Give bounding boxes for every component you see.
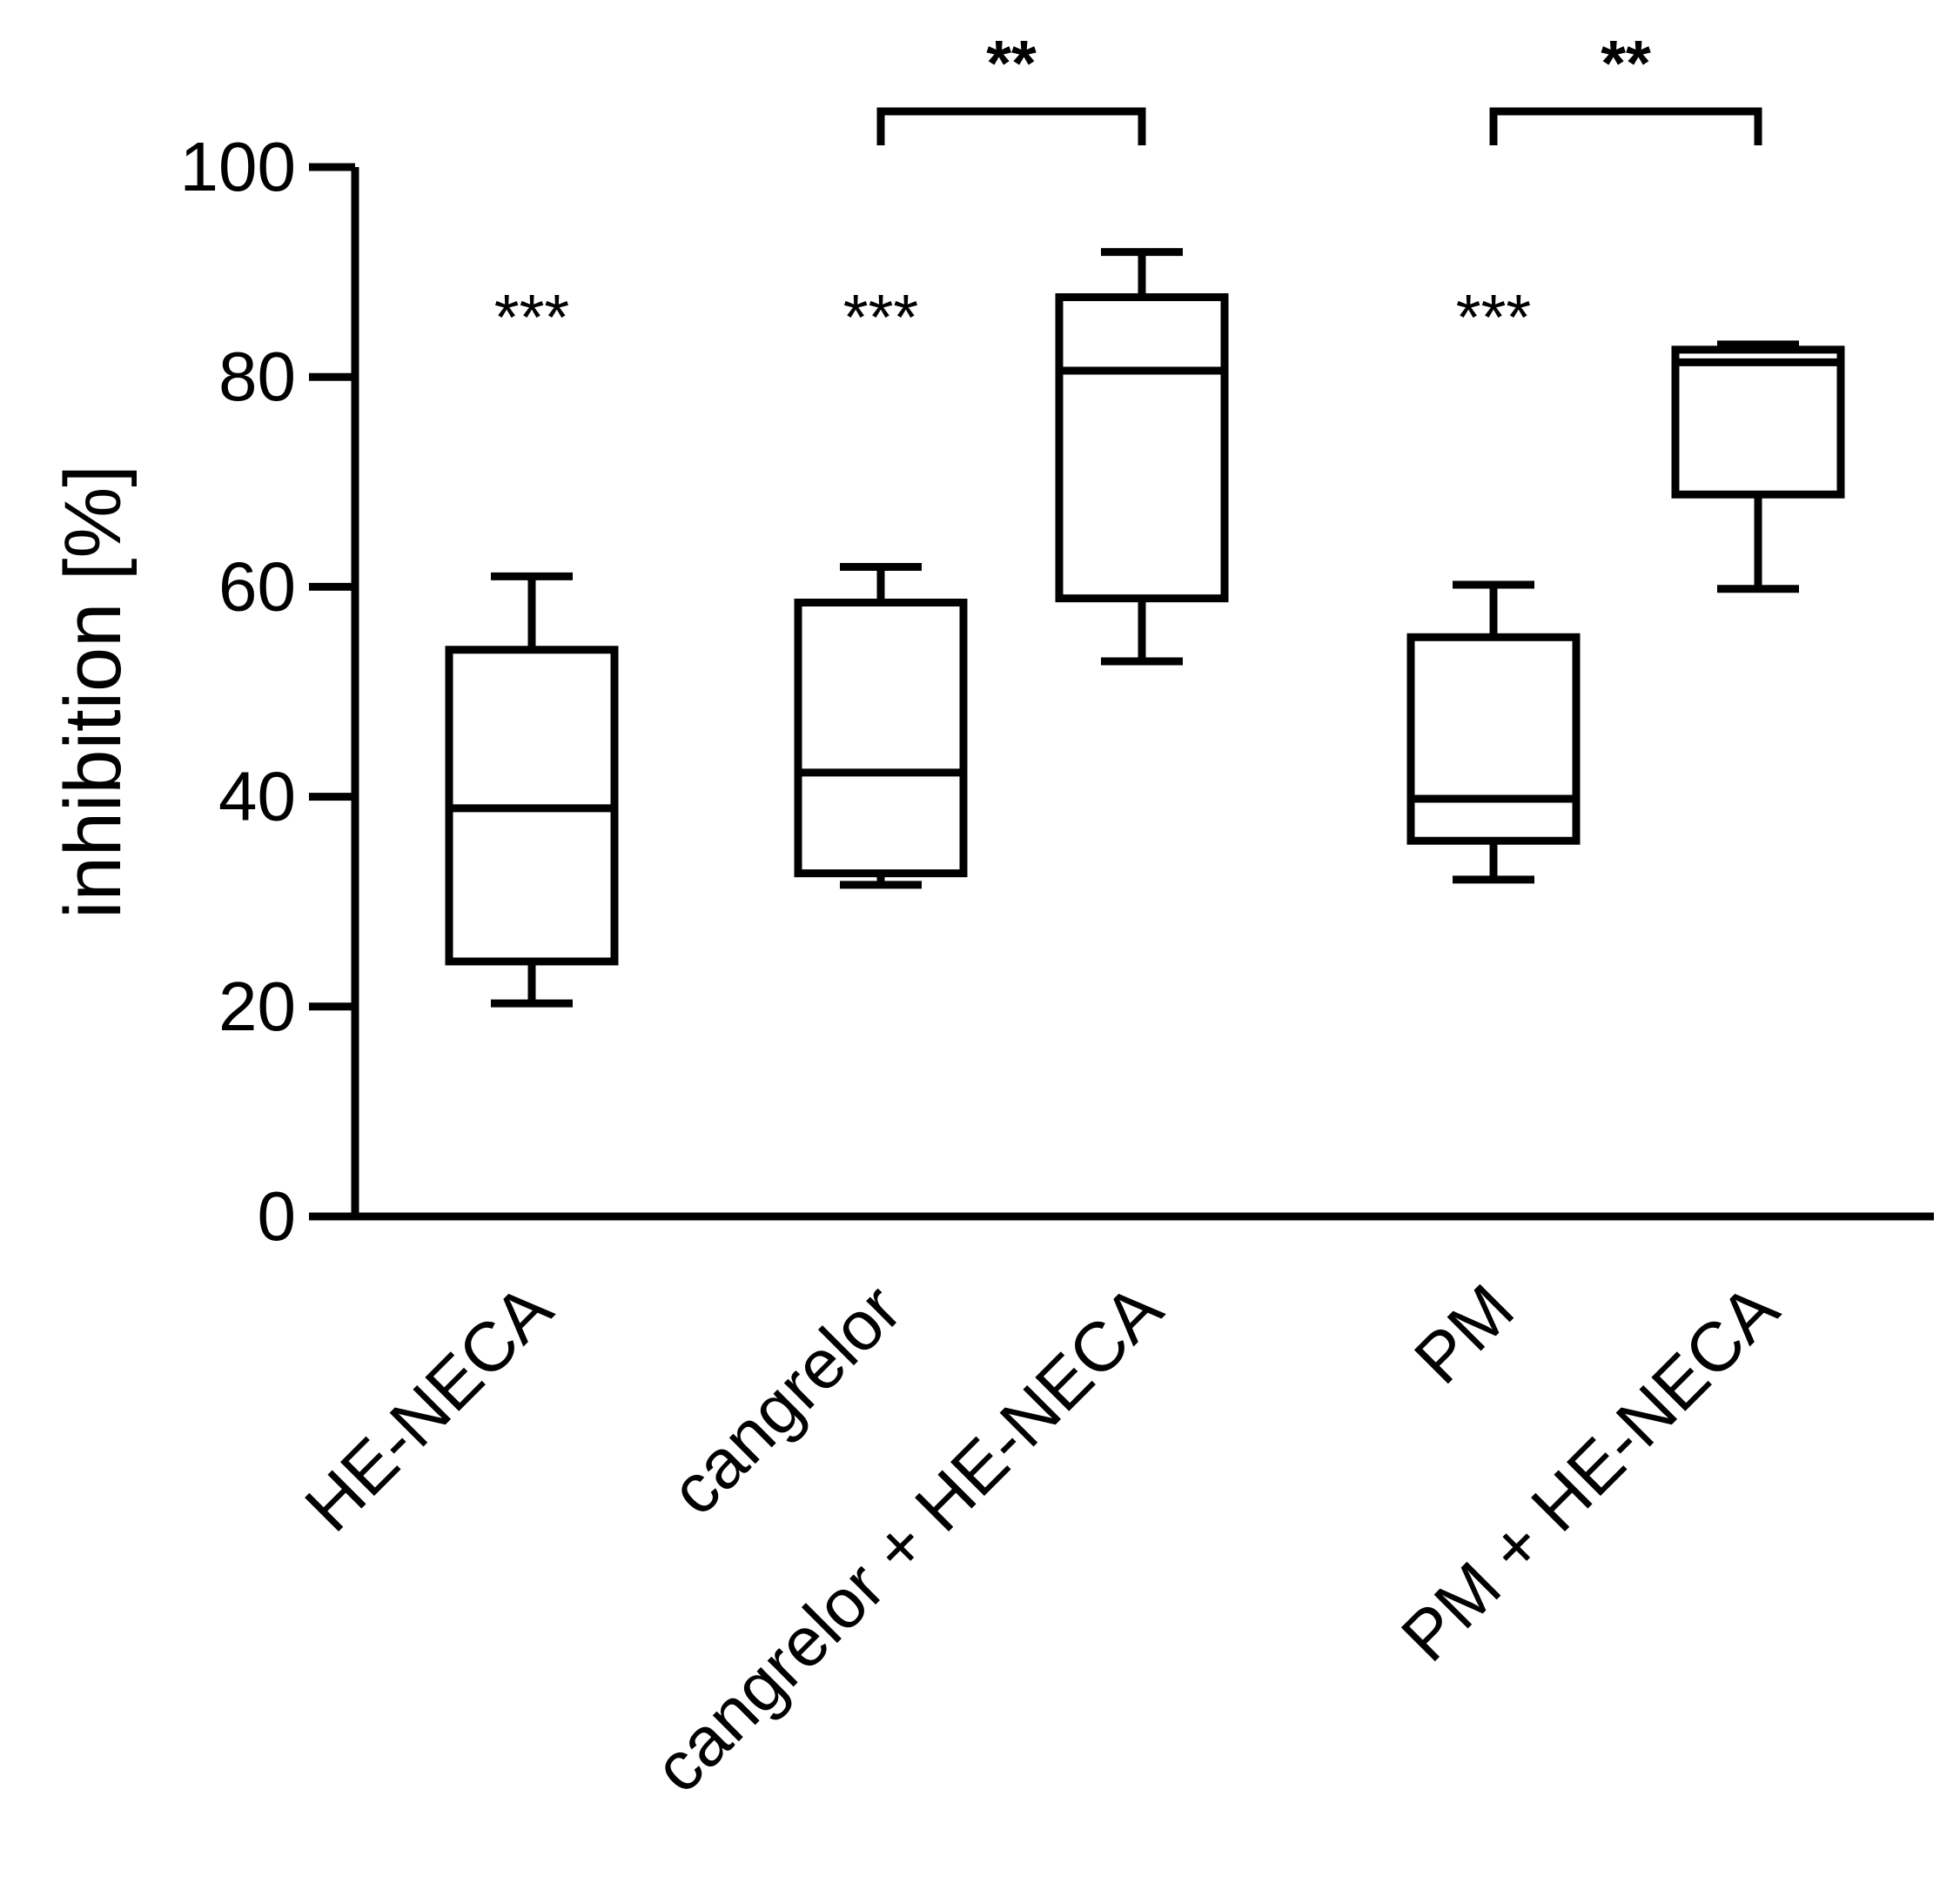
y-tick-label: 0 xyxy=(258,1177,297,1255)
boxes xyxy=(445,248,1845,1008)
box-group xyxy=(1406,580,1581,884)
iqr-box xyxy=(1406,633,1581,845)
y-axis-label: inhibition [%] xyxy=(49,465,138,919)
comparison-bracket xyxy=(876,107,1146,145)
y-tick-label: 60 xyxy=(218,547,296,625)
comparison-bracket xyxy=(1489,107,1762,145)
x-tick-label: cangrelor + HE-NECA xyxy=(639,1270,1177,1807)
annotations: *** *** ***** ** xyxy=(494,27,1762,353)
significance-label: *** xyxy=(494,281,569,353)
box-group xyxy=(445,572,619,1008)
y-tick-label: 20 xyxy=(218,968,296,1045)
x-tick-label: PM xyxy=(1400,1270,1528,1398)
comparison-label: ** xyxy=(986,27,1037,99)
y-tick-label: 40 xyxy=(218,758,296,835)
iqr-box xyxy=(1671,345,1845,499)
significance-label: *** xyxy=(843,281,918,353)
x-tick-label: cangrelor xyxy=(655,1270,916,1530)
comparison-label: ** xyxy=(1601,27,1651,99)
box-group xyxy=(794,562,968,889)
iqr-box xyxy=(794,598,968,878)
significance-label: *** xyxy=(1456,281,1531,353)
y-ticks: 0 20 40 60 80 100 xyxy=(180,128,355,1255)
x-tick-label: HE-NECA xyxy=(290,1270,567,1546)
axes xyxy=(309,167,1934,1221)
box-group xyxy=(1055,248,1229,666)
y-tick-label: 80 xyxy=(218,338,296,415)
box-group xyxy=(1671,340,1845,593)
y-tick-label: 100 xyxy=(180,128,296,205)
iqr-box xyxy=(1055,293,1229,603)
